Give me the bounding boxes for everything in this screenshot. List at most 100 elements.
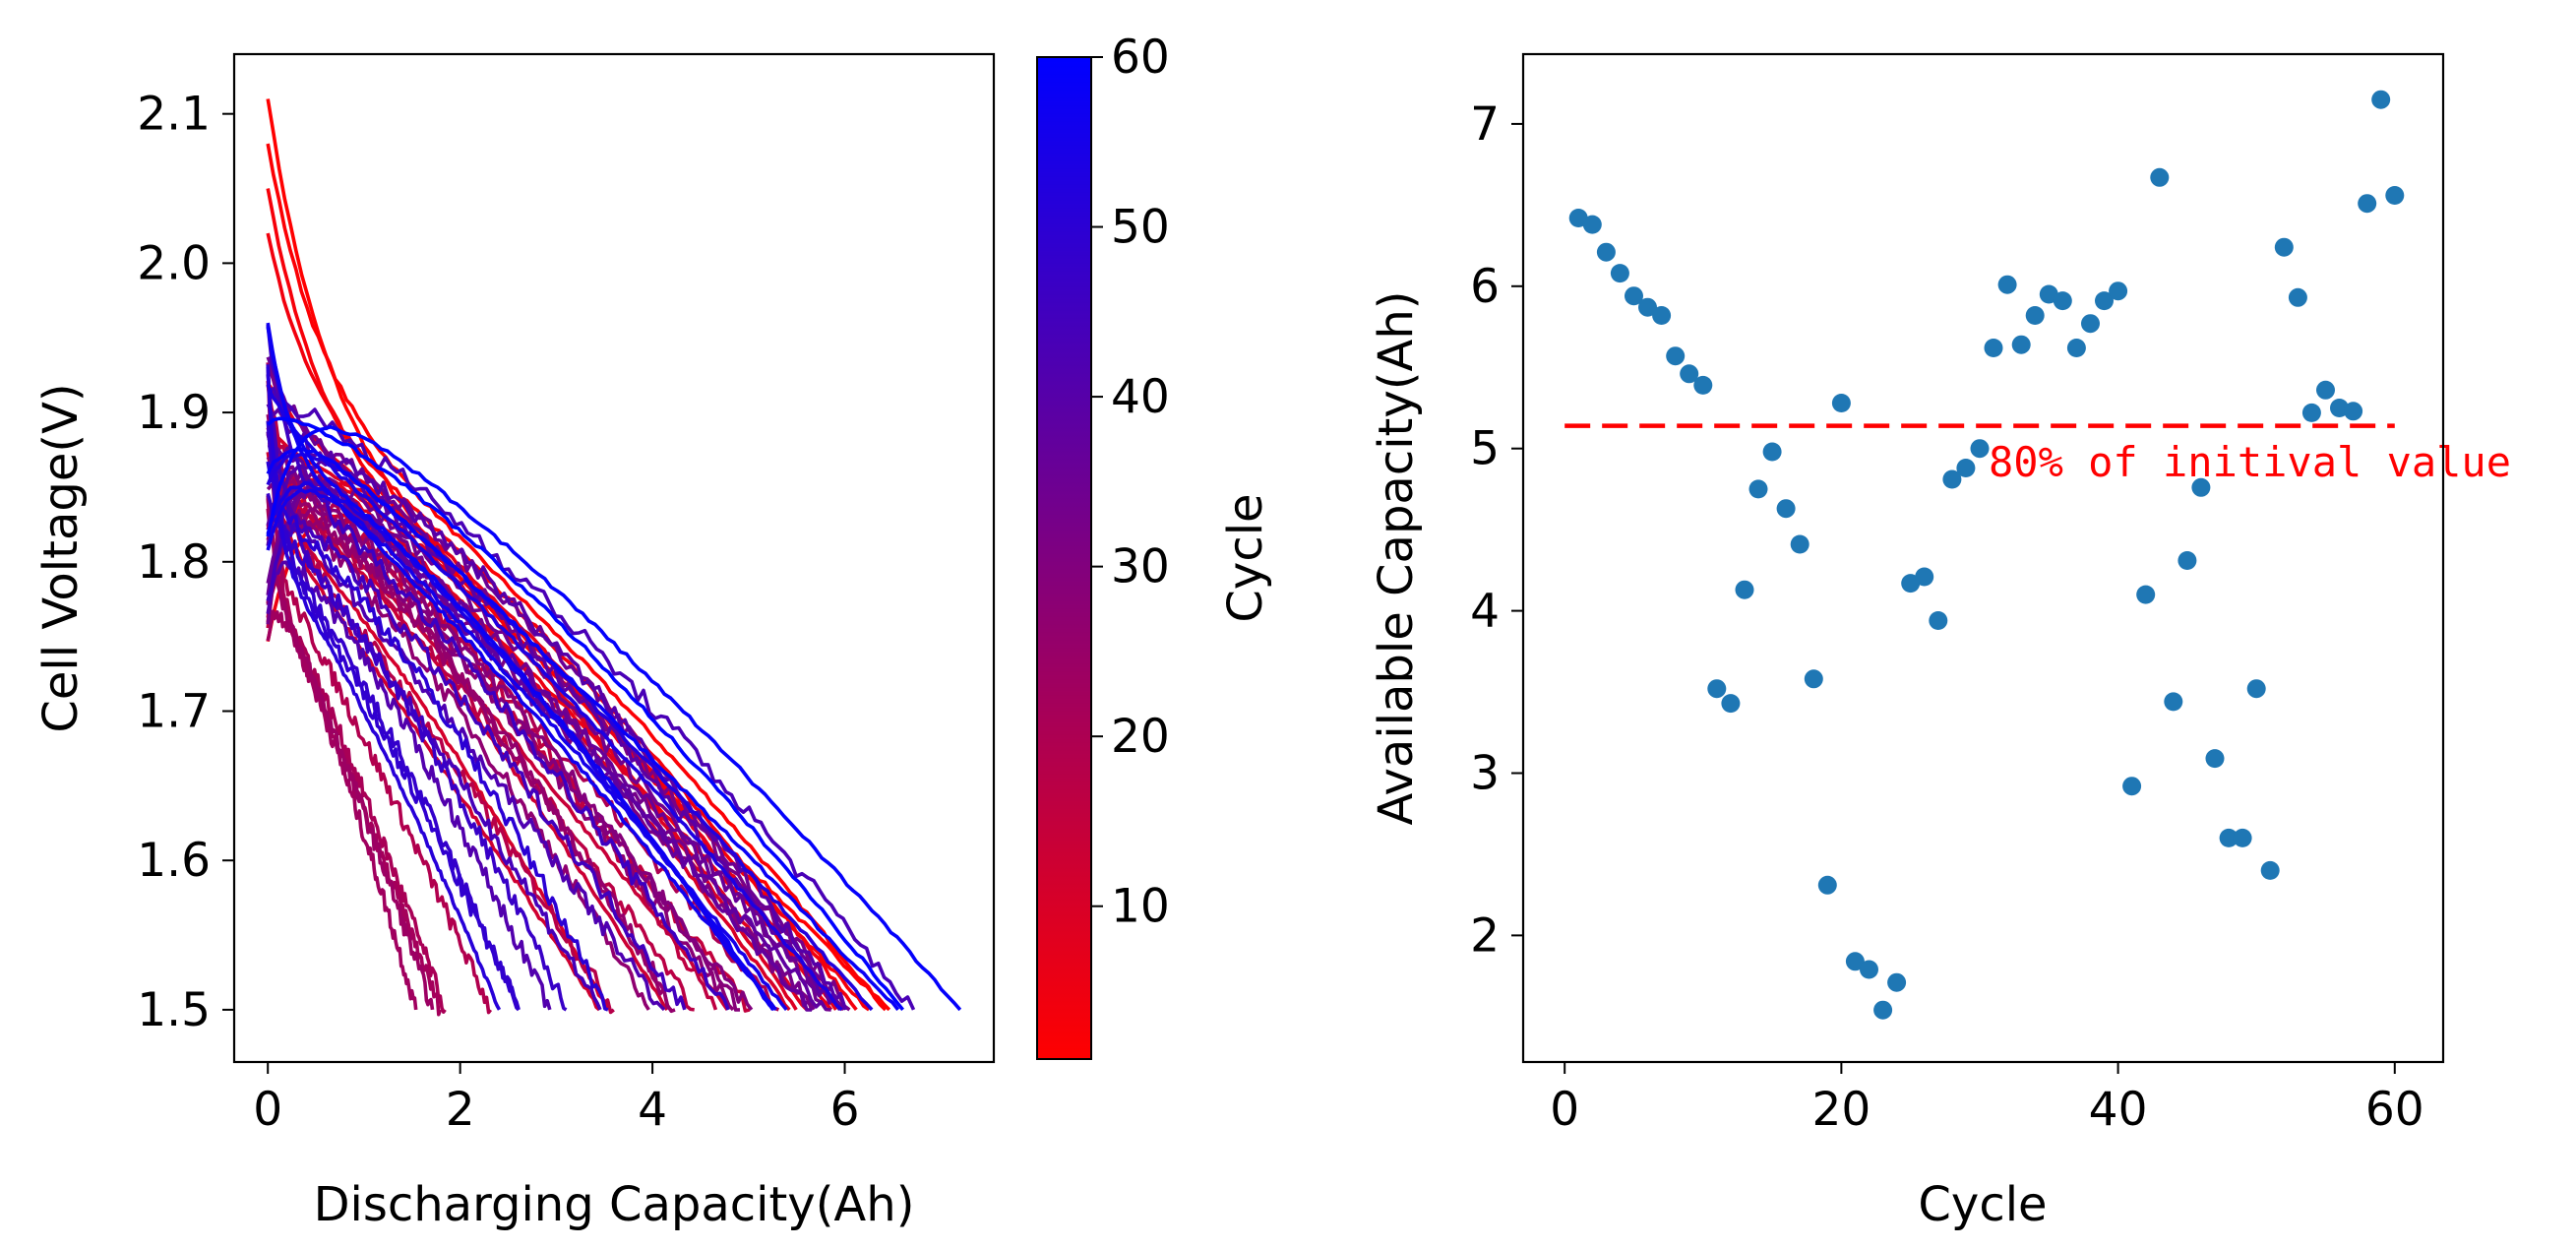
capacity-point (2260, 860, 2280, 880)
capacity-plot-frame (1521, 52, 2445, 1064)
discharge-curve (266, 461, 609, 1012)
capacity-point (2095, 291, 2114, 311)
capacity-point (1666, 346, 1686, 366)
capacity-point (2316, 380, 2335, 400)
discharge-curve (266, 324, 730, 1011)
voltage-y-axis-label: Cell Voltage(V) (33, 383, 89, 732)
capacity-point (2066, 339, 2086, 357)
capacity-point (2136, 585, 2156, 604)
capacity-point (1776, 499, 1796, 519)
capacity-point (1873, 1000, 1893, 1020)
colorbar-ticks: 10 20 30 40 50 60 (1091, 31, 1170, 934)
capacity-point (2177, 551, 2197, 570)
capacity-x-tick-label: 20 (1811, 1083, 1871, 1137)
voltage-y-tick-label: 1.7 (137, 684, 211, 738)
capacity-y-tick-label: 6 (1470, 260, 1500, 314)
capacity-point (2025, 306, 2045, 325)
voltage-y-tick-label: 1.9 (137, 386, 211, 440)
capacity-x-tick-label: 0 (1550, 1083, 1579, 1137)
capacity-x-axis-label: Cycle (1918, 1177, 2047, 1232)
discharge-curve (266, 513, 676, 1014)
discharge-curve (266, 413, 673, 1012)
discharge-curve (266, 447, 900, 1012)
voltage-y-tick-label: 1.6 (137, 834, 211, 888)
voltage-panel: 0 2 4 6 1.5 1.6 1.7 1.8 1.9 2.0 2.1 Discharging C… (33, 52, 996, 1232)
capacity-point (1693, 375, 1713, 395)
capacity-point (2205, 749, 2225, 769)
capacity-point (1970, 439, 1990, 459)
capacity-point (2081, 314, 2100, 334)
discharge-curve (266, 384, 843, 1012)
capacity-point (2191, 477, 2211, 497)
capacity-point (1790, 534, 1809, 554)
capacity-point (2274, 237, 2294, 257)
capacity-panel: 80% of initival value 0 20 40 60 2 3 4 5 6 7 Cyc… (1369, 52, 2511, 1232)
capacity-point (2053, 291, 2072, 311)
capacity-y-tick-label: 3 (1470, 746, 1500, 800)
discharge-curve (266, 425, 962, 1012)
colorbar-tick-label: 60 (1111, 31, 1170, 85)
colorbar-tick-label: 40 (1111, 370, 1170, 424)
discharge-curve (266, 508, 493, 1015)
discharge-curve (266, 364, 521, 1011)
discharge-curve (266, 431, 666, 1012)
discharge-curve (266, 433, 754, 1011)
voltage-plot-frame (232, 52, 996, 1064)
capacity-point (1929, 611, 1948, 630)
capacity-y-tick-label: 7 (1470, 97, 1500, 152)
capacity-point (1860, 960, 1878, 979)
capacity-x-ticks: 0 20 40 60 (1550, 1062, 2424, 1137)
voltage-y-tick-label: 1.5 (137, 983, 211, 1037)
capacity-x-tick-label: 40 (2089, 1083, 2148, 1137)
capacity-point (2246, 679, 2266, 699)
capacity-point (1942, 469, 1962, 489)
discharge-curve (266, 143, 888, 1012)
capacity-point (1956, 459, 1976, 477)
capacity-point (1748, 479, 1768, 499)
cycle-colorbar: 10 20 30 40 50 60 Cycle (1036, 31, 1273, 1060)
capacity-y-axis-label: Available Capacity(Ah) (1369, 291, 1424, 826)
capacity-point (2011, 335, 2031, 354)
voltage-y-ticks: 1.5 1.6 1.7 1.8 1.9 2.0 2.1 (137, 88, 234, 1037)
colorbar-tick-label: 20 (1111, 710, 1170, 764)
capacity-point (1762, 442, 1782, 462)
capacity-y-tick-label: 5 (1470, 422, 1500, 476)
capacity-point (1887, 972, 1907, 992)
discharge-curve (266, 326, 775, 1012)
capacity-point (1596, 242, 1616, 262)
capacity-point (1610, 264, 1629, 283)
discharge-curve (266, 322, 777, 1011)
voltage-x-tick-label: 4 (638, 1083, 667, 1137)
capacity-marks (1564, 90, 2405, 1020)
capacity-point (1652, 306, 1672, 325)
capacity-point (2344, 402, 2363, 421)
capacity-point (1984, 339, 2003, 357)
voltage-y-tick-label: 1.8 (137, 535, 211, 590)
capacity-point (1845, 952, 1865, 971)
colorbar-gradient (1036, 56, 1092, 1060)
capacity-point (1915, 567, 1934, 587)
colorbar-tick-label: 50 (1111, 201, 1170, 255)
capacity-point (2109, 281, 2128, 301)
capacity-point (1735, 580, 1754, 599)
discharge-curve (266, 374, 602, 1011)
capacity-point (1817, 875, 1837, 895)
capacity-point (2122, 777, 2142, 796)
capacity-x-tick-label: 60 (2365, 1083, 2424, 1137)
capacity-point (1680, 364, 1699, 384)
capacity-point (2164, 692, 2183, 712)
discharge-curve (266, 366, 502, 1011)
capacity-point (2385, 186, 2405, 205)
capacity-point (1997, 275, 2017, 294)
capacity-point (2358, 194, 2377, 214)
discharge-curve (266, 456, 650, 1011)
capacity-point (2371, 90, 2391, 109)
capacity-point (2288, 287, 2307, 307)
discharge-curves (266, 98, 962, 1017)
discharge-curve (266, 492, 568, 1012)
voltage-x-tick-label: 2 (446, 1083, 475, 1137)
capacity-y-ticks: 2 3 4 5 6 7 (1470, 97, 1523, 963)
capacity-point (1638, 297, 1657, 317)
capacity-y-tick-label: 2 (1470, 908, 1500, 963)
